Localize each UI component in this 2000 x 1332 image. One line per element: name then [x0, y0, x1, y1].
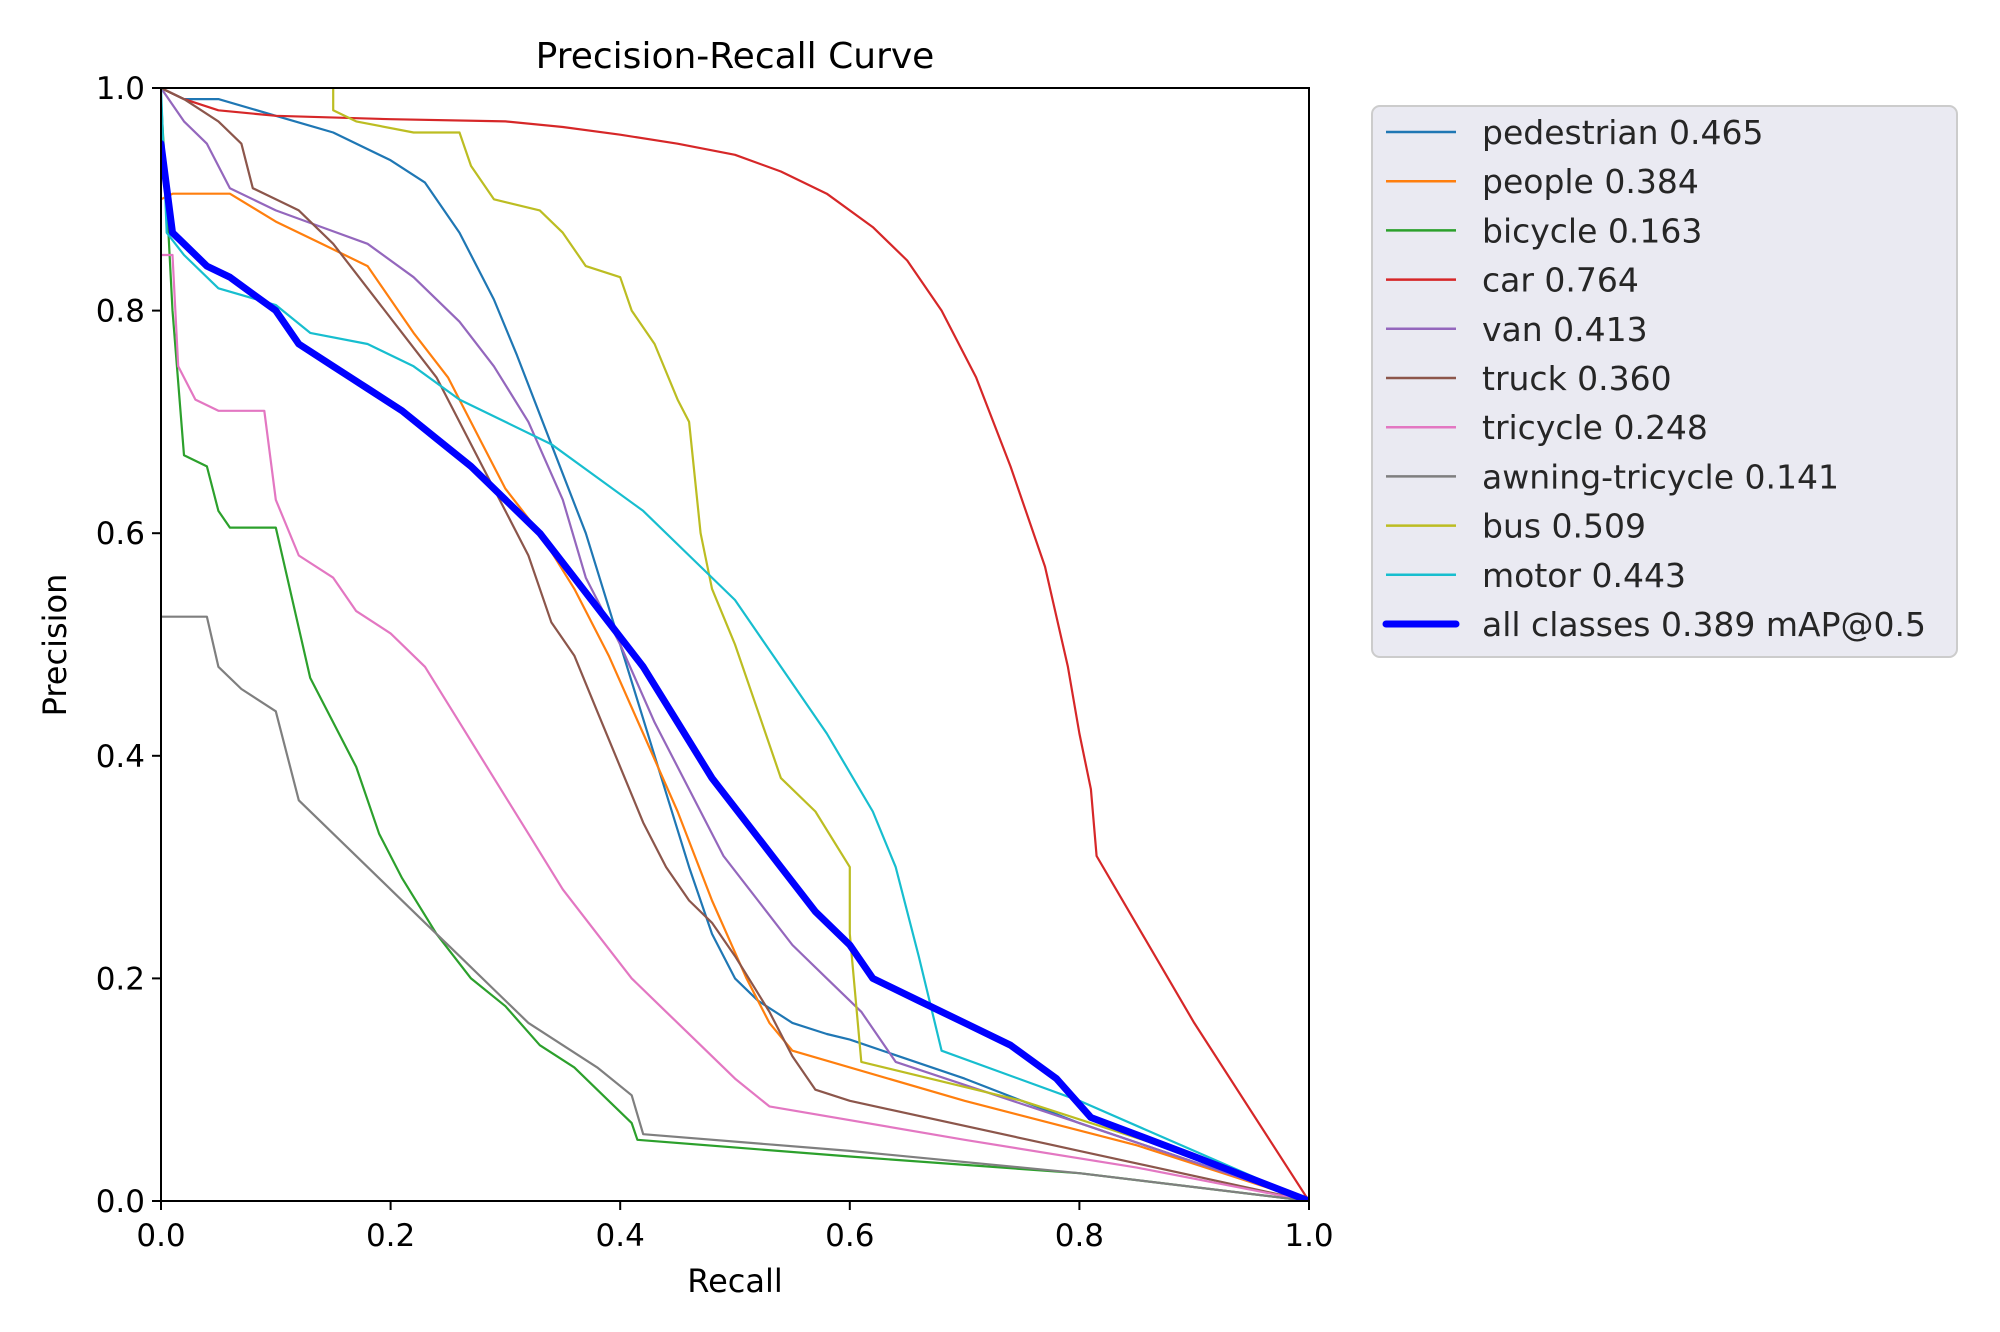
series-line-car	[161, 88, 1309, 1201]
y-tick-label: 0.6	[96, 516, 145, 552]
legend-box	[1371, 105, 1958, 658]
legend-entry-label: awning-tricycle 0.141	[1482, 457, 1839, 496]
legend-entry-label: truck 0.360	[1482, 359, 1672, 398]
y-axis: 0.0 0.2 0.4 0.6 0.8 1.0	[96, 71, 161, 1220]
y-tick-label: 0.4	[96, 739, 145, 775]
y-tick-label: 1.0	[96, 71, 145, 107]
y-tick-label: 0.0	[96, 1184, 145, 1220]
legend-entry-label: bicycle 0.163	[1482, 211, 1702, 250]
legend: pedestrian 0.465 people 0.384 bicycle 0.16…	[1371, 105, 1958, 658]
x-tick-label: 0.2	[366, 1218, 415, 1254]
x-tick-label: 0.0	[136, 1218, 185, 1254]
x-tick-label: 0.6	[825, 1218, 874, 1254]
legend-entry-label: van 0.413	[1482, 310, 1648, 349]
legend-entry-label: pedestrian 0.465	[1482, 113, 1763, 152]
chart-title: Precision-Recall Curve	[536, 36, 935, 77]
legend-entry-label: all classes 0.389 mAP@0.5	[1482, 605, 1926, 644]
series-line-tricycle	[161, 253, 1309, 1201]
legend-entry-label: car 0.764	[1482, 261, 1639, 300]
plot-frame	[160, 87, 1310, 1202]
legend-entry-label: tricycle 0.248	[1482, 408, 1708, 447]
legend-entry-label: motor 0.443	[1482, 556, 1686, 595]
series-line-bus	[332, 88, 1309, 1201]
legend-entry-label: bus 0.509	[1482, 507, 1646, 546]
x-tick-label: 0.8	[1055, 1218, 1104, 1254]
plot-area	[160, 87, 1310, 1202]
y-tick-label: 0.8	[96, 294, 145, 330]
legend-entry-label: people 0.384	[1482, 162, 1699, 201]
series-line-all-classes	[161, 140, 1309, 1201]
y-axis-label: Precision	[36, 574, 74, 717]
x-axis-label: Recall	[687, 1262, 782, 1300]
series-line-truck	[161, 88, 1309, 1201]
series-layer	[161, 88, 1309, 1201]
y-tick-label: 0.2	[96, 961, 145, 997]
series-line-bicycle	[161, 98, 1309, 1201]
series-line-awning-tricycle	[161, 615, 1309, 1201]
series-line-van	[161, 88, 1309, 1201]
x-tick-label: 1.0	[1284, 1218, 1333, 1254]
x-axis: 0.0 0.2 0.4 0.6 0.8 1.0	[136, 1201, 1334, 1254]
x-tick-label: 0.4	[596, 1218, 645, 1254]
